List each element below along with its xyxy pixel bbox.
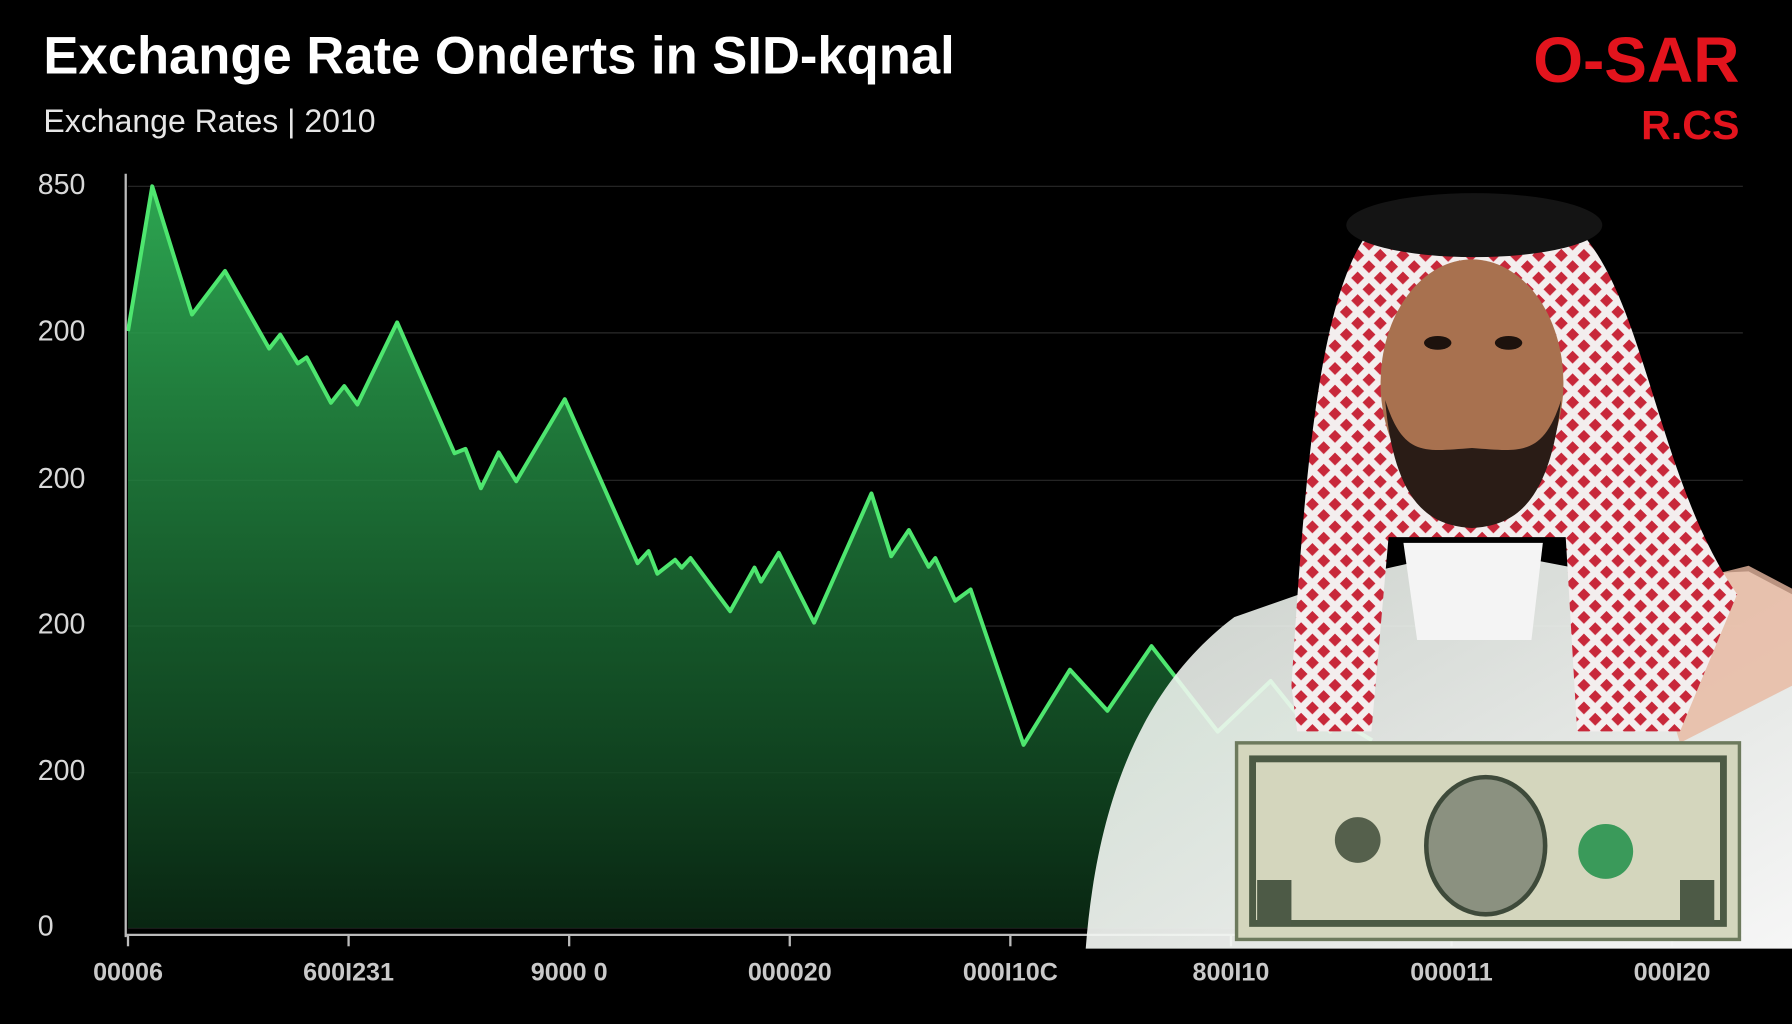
- x-tick-label: 9000 0: [531, 958, 608, 986]
- beard: [1385, 400, 1562, 528]
- collar: [1403, 542, 1543, 640]
- y-tick-label: 200: [38, 755, 86, 787]
- bill-seal: [1578, 824, 1634, 879]
- line: [126, 184, 1374, 747]
- x-tick-label: 000011: [1410, 958, 1492, 986]
- agal: [1346, 193, 1603, 258]
- y-tick-label: 200: [38, 315, 86, 347]
- area-fill: [128, 186, 1373, 929]
- y-tick-label: 200: [38, 609, 86, 641]
- logo-sub: R.CS: [1641, 102, 1739, 148]
- eye: [1494, 336, 1523, 350]
- bill-seal: [1334, 817, 1381, 863]
- person-illustration: [1085, 193, 1792, 949]
- x-tick-label: 600I231: [303, 958, 394, 986]
- x-tick-label: 000I20: [1634, 958, 1711, 986]
- y-tick-label: 850: [38, 169, 86, 201]
- chart-subtitle: Exchange Rates | 2010: [43, 103, 375, 139]
- y-tick-label: 200: [38, 463, 86, 495]
- plot-area: 0 200 200 200 200 850 00006 600I231 9000 0 000020…: [38, 169, 1743, 986]
- x-tick-label: 000I10C: [963, 958, 1058, 986]
- y-tick-label: 0: [38, 911, 54, 943]
- bill-border: [1249, 755, 1727, 927]
- chart-title: Exchange Rate Onderts in SID-kqnal: [43, 26, 954, 85]
- x-tick-label: 00006: [93, 958, 163, 986]
- face: [1380, 259, 1564, 507]
- bill-digit: [1257, 880, 1292, 926]
- logo: O-SAR: [1533, 24, 1739, 96]
- bill-digit: [1680, 880, 1715, 926]
- x-tick-label: 000020: [748, 958, 832, 986]
- bill-portrait: [1423, 774, 1548, 917]
- x-tick-label: 800I10: [1193, 958, 1270, 986]
- eye: [1424, 336, 1452, 350]
